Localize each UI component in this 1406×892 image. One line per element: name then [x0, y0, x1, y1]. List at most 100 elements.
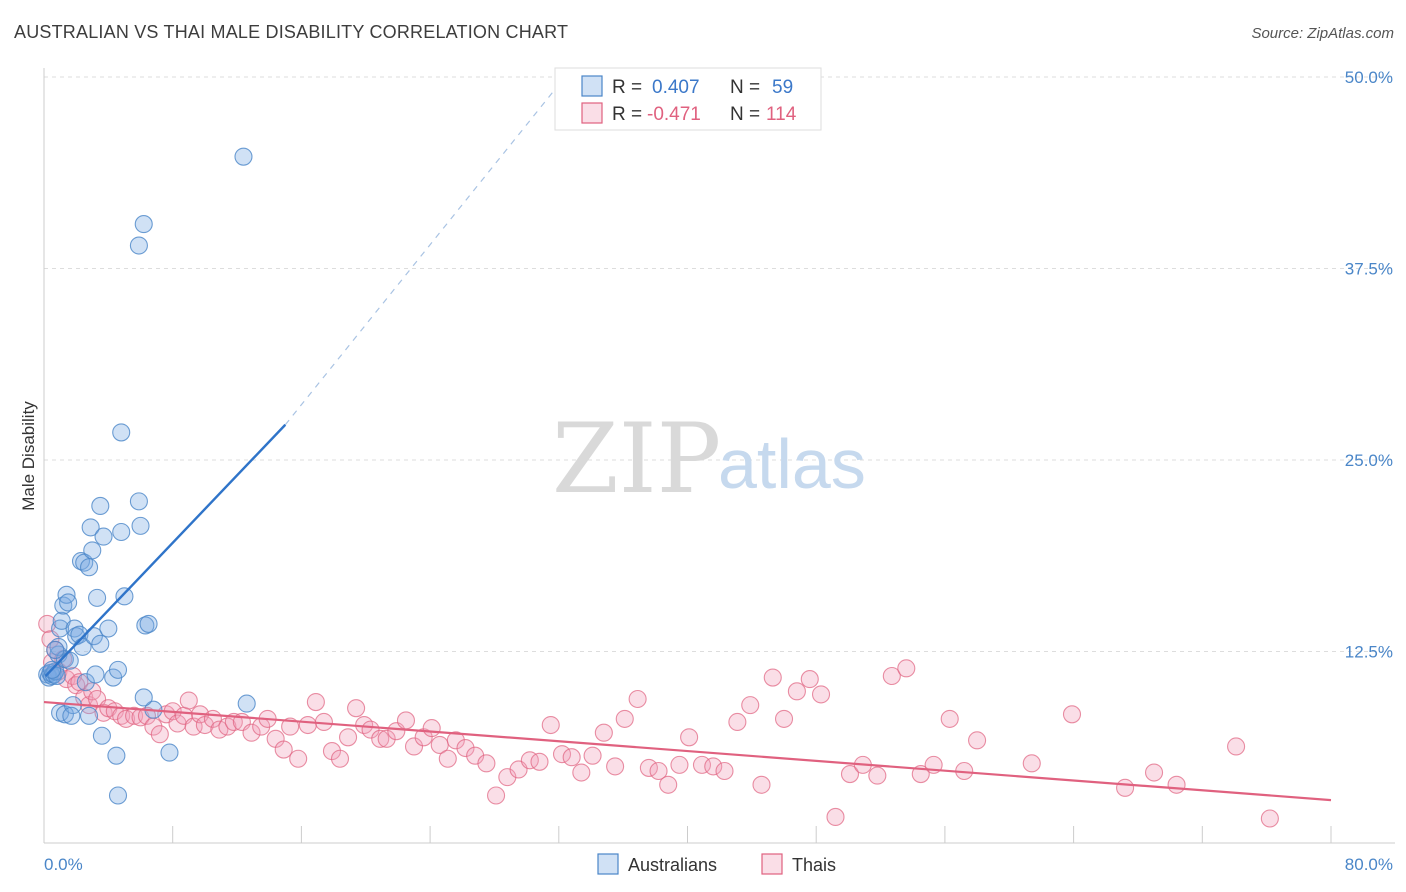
australians-point	[91, 634, 110, 653]
thais-point	[541, 715, 560, 735]
australians-point	[88, 588, 107, 607]
thais-points	[38, 614, 1279, 828]
thais-point	[583, 746, 602, 765]
australians-point	[112, 423, 131, 442]
thais-point	[649, 761, 668, 781]
thais-point	[670, 755, 689, 774]
thais-point	[339, 728, 358, 747]
thais-point	[1144, 763, 1164, 782]
australians-point	[62, 706, 81, 725]
australians-point	[76, 673, 95, 692]
australians-point	[139, 614, 158, 633]
thais-point	[281, 717, 300, 736]
thais-point	[659, 775, 678, 794]
australians-point	[112, 522, 131, 542]
watermark-zip: ZIP	[552, 403, 721, 515]
bottom-legend-swatch-pink	[761, 853, 783, 875]
thais-point	[774, 709, 794, 728]
thais-point	[396, 711, 416, 730]
australians-point	[79, 558, 99, 577]
thais-point	[487, 786, 506, 805]
thais-point	[1227, 737, 1246, 756]
thais-point	[897, 659, 916, 678]
australians-point	[57, 585, 76, 604]
thais-point	[552, 745, 572, 764]
australians-point	[59, 593, 78, 612]
australians-point	[54, 596, 73, 615]
australians-point	[60, 651, 79, 670]
thais-point	[242, 723, 261, 742]
thais-point	[741, 696, 760, 715]
thais-point	[456, 738, 475, 758]
thais-point	[377, 729, 396, 748]
y-tick-label: 37.5%	[1345, 260, 1393, 279]
series-legend: Australians Thais	[597, 853, 836, 875]
australians-point	[136, 616, 155, 635]
thais-point	[438, 749, 457, 768]
australians-trend-line	[44, 423, 287, 677]
australians-point	[81, 518, 100, 537]
thais-point	[530, 752, 549, 771]
thais-point	[868, 766, 887, 785]
thais-point	[639, 758, 658, 777]
thais-point	[1022, 754, 1041, 773]
legend-r-label-pink: R =	[612, 104, 642, 125]
australians-point	[129, 236, 148, 255]
thais-point	[968, 731, 987, 750]
thais-point	[692, 755, 712, 774]
australians-point	[47, 666, 66, 686]
thais-point	[572, 763, 591, 782]
thais-point	[840, 765, 860, 784]
x-tick-labels: 0.0% 80.0%	[43, 826, 1393, 874]
australians-point	[84, 627, 103, 646]
axes	[43, 68, 1395, 844]
stats-legend: R = 0.407 N = 59 R = -0.471 N = 114	[554, 67, 822, 131]
y-tick-label: 25.0%	[1345, 451, 1393, 470]
watermark-atlas: atlas	[718, 425, 866, 503]
thais-point	[371, 729, 390, 748]
australians-point	[115, 587, 134, 606]
australians-point	[46, 640, 65, 660]
legend-n-label-blue: N =	[730, 77, 760, 98]
legend-swatch-pink	[581, 102, 603, 124]
australians-point	[94, 527, 113, 546]
legend-n-value-blue: 59	[772, 77, 793, 98]
thais-point	[1167, 775, 1186, 794]
thais-point	[298, 715, 317, 735]
thais-point	[752, 775, 771, 794]
thais-point	[562, 748, 581, 767]
thais-point	[715, 761, 734, 781]
thais-point	[306, 693, 325, 712]
legend-n-value-pink: 114	[766, 104, 797, 125]
thais-point	[274, 740, 293, 759]
thais-point	[361, 720, 380, 739]
australians-point	[234, 147, 253, 166]
thais-point	[1260, 809, 1279, 828]
thais-point	[520, 751, 539, 770]
legend-r-value-blue: 0.407	[652, 77, 700, 98]
thais-point	[446, 731, 465, 750]
y-tick-labels: 12.5% 25.0% 37.5% 50.0%	[1345, 68, 1393, 662]
bottom-legend-swatch-blue	[597, 853, 619, 875]
thais-point	[404, 737, 424, 756]
bottom-legend-label-thais: Thais	[792, 855, 836, 875]
australians-point	[86, 665, 105, 684]
thais-point	[826, 807, 845, 827]
thais-point	[289, 749, 308, 768]
x-tick-label-min: 0.0%	[44, 855, 83, 874]
thais-point	[728, 712, 747, 732]
chart-title: AUSTRALIAN VS THAI MALE DISABILITY CORRE…	[14, 22, 569, 42]
thais-point	[882, 666, 901, 686]
thais-point	[1116, 778, 1135, 797]
thais-point	[940, 709, 959, 728]
australians-point	[79, 706, 99, 725]
australians-point	[51, 619, 70, 638]
thais-point	[800, 670, 819, 689]
thais-point	[628, 689, 647, 709]
y-axis-label: Male Disability	[19, 401, 38, 511]
thais-point	[179, 691, 198, 710]
australians-point	[134, 688, 153, 707]
thais-point	[811, 685, 831, 704]
australians-point	[65, 619, 84, 638]
thais-point	[1062, 705, 1082, 724]
